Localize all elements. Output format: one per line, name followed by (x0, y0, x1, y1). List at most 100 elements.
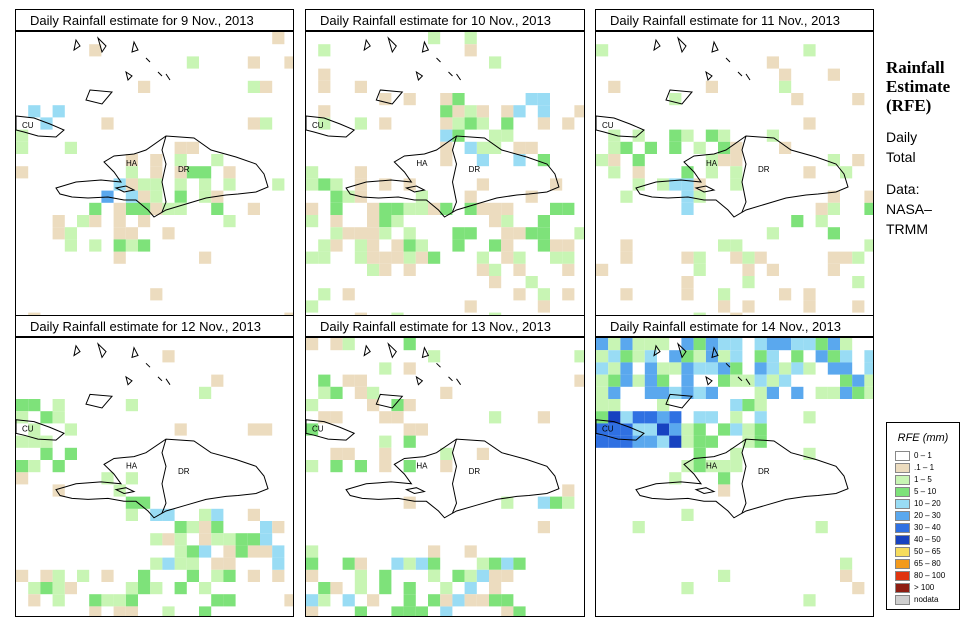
coastline (456, 378, 462, 385)
rainfall-cell (174, 533, 187, 546)
land-outline: CU HA DR (16, 36, 269, 218)
source-line-3: TRMM (886, 221, 928, 237)
rainfall-cell (608, 154, 621, 167)
rainfall-cell (440, 460, 453, 473)
rainfall-cell (608, 338, 621, 351)
rainfall-cell (28, 105, 41, 118)
rainfall-cell (537, 117, 550, 130)
legend-label: 0 – 1 (914, 451, 932, 460)
rainfall-cell (827, 386, 840, 399)
rainfall-cell (342, 190, 355, 203)
rainfall-cell (669, 129, 682, 142)
rainfall-cell (113, 606, 126, 616)
rainfall-cell (620, 411, 633, 424)
coastline (145, 362, 151, 368)
rainfall-cell (428, 594, 441, 607)
rainfall-cell (596, 362, 609, 375)
rainfall-cell (620, 251, 633, 264)
rainfall-cell (260, 423, 273, 436)
rainfall-cell (452, 93, 465, 106)
rainfall-cell (452, 594, 465, 607)
rainfall-cell (681, 423, 694, 436)
rainfall-cell (318, 251, 331, 264)
rainfall-cell (199, 190, 212, 203)
rainfall-cell (306, 166, 319, 179)
rainfall-cell (840, 350, 853, 363)
rainfall-cell (644, 411, 657, 424)
rainfall-cell (608, 374, 621, 387)
coastline (448, 71, 453, 77)
rainfall-cell (681, 202, 694, 215)
legend-swatch (895, 570, 910, 581)
rainfall-cell (705, 166, 718, 179)
rainfall-cell (247, 423, 260, 436)
rainfall-cell (513, 154, 526, 167)
legend-item: 50 – 65 (895, 546, 941, 557)
rainfall-cell (705, 129, 718, 142)
rainfall-cell (501, 239, 514, 252)
rainfall-cell (864, 202, 873, 215)
rainfall-cell (379, 411, 392, 424)
rainfall-cell (16, 435, 29, 448)
rainfall-cell (779, 80, 792, 93)
rainfall-cell (354, 569, 367, 582)
rainfall-cell (730, 166, 743, 179)
rainfall-cell (693, 435, 706, 448)
rainfall-cell (211, 594, 224, 607)
rainfall-cell (791, 338, 804, 351)
rainfall-cell (632, 338, 645, 351)
rainfall-cell (632, 129, 645, 142)
rainfall-cell (306, 215, 319, 228)
coastline (456, 73, 462, 81)
rainfall-cell (354, 386, 367, 399)
rainfall-cell (827, 338, 840, 351)
rainfall-cell (440, 105, 453, 118)
rainfall-cell (40, 582, 53, 595)
coastline (745, 73, 751, 81)
rainfall-cell (501, 215, 514, 228)
coastline (125, 70, 133, 81)
legend-swatch (895, 474, 910, 485)
country-label-dr: DR (758, 467, 770, 476)
rainfall-cell (779, 141, 792, 154)
rainfall-cell (379, 569, 392, 582)
rainfall-cell (199, 606, 212, 616)
rainfall-cell (730, 423, 743, 436)
rainfall-cell (501, 105, 514, 118)
rainfall-cell (754, 251, 767, 264)
rainfall-cell (632, 178, 645, 191)
rainfall-cell (428, 545, 441, 558)
rainfall-cell (379, 362, 392, 375)
product-title-line-1: Rainfall (886, 58, 945, 77)
rainfall-cell (52, 460, 65, 473)
rainfall-cell (596, 435, 609, 448)
rainfall-cell (138, 582, 151, 595)
rainfall-cell (840, 386, 853, 399)
rainfall-cell (596, 399, 609, 412)
rainfall-cell (403, 202, 416, 215)
rainfall-cell (718, 141, 731, 154)
rainfall-cell (632, 521, 645, 534)
land-outline: CU HA DR (596, 342, 849, 519)
rainfall-cell (513, 251, 526, 264)
rainfall-cell (596, 263, 609, 276)
rainfall-cell (657, 423, 670, 436)
rainfall-cell (211, 374, 224, 387)
rainfall-cell (827, 350, 840, 363)
rainfall-cell (657, 399, 670, 412)
rainfall-cell (379, 251, 392, 264)
rainfall-cell (306, 594, 319, 607)
coastline (694, 185, 716, 193)
rainfall-cell (125, 606, 138, 616)
rainfall-cell (681, 508, 694, 521)
rainfall-cell (632, 350, 645, 363)
rainfall-cell (489, 276, 502, 289)
rainfall-map: CU HA DR (15, 337, 294, 617)
haiti-dr-border (451, 135, 458, 213)
map-svg: CU HA DR (16, 32, 293, 318)
rainfall-cell (428, 557, 441, 570)
rainfall-cell (306, 338, 319, 351)
rainfall-cell (199, 251, 212, 264)
legend-label: 40 – 50 (914, 535, 941, 544)
rainfall-cell (211, 202, 224, 215)
